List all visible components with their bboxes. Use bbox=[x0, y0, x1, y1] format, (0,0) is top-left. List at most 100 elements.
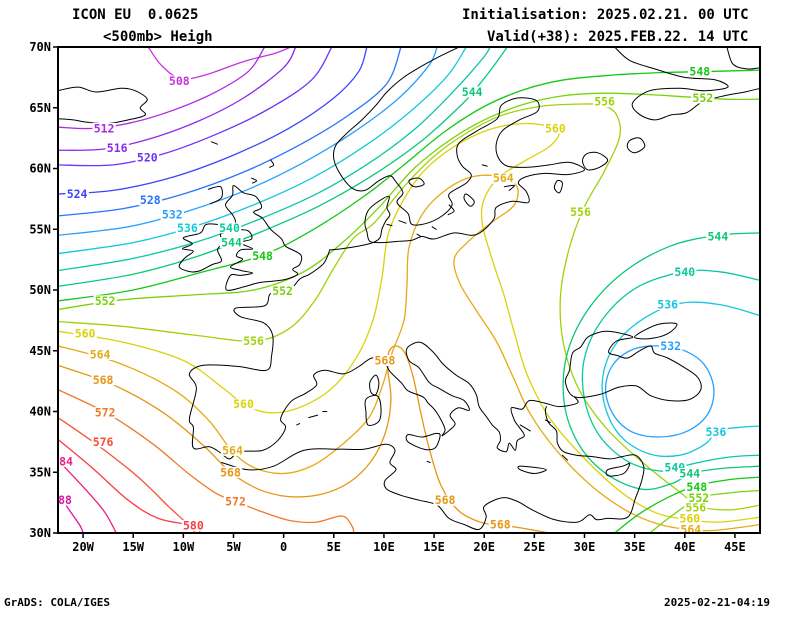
coastline-crete bbox=[517, 465, 547, 475]
contour-label-564: 564 bbox=[222, 443, 243, 457]
contour-label-mask bbox=[219, 237, 244, 249]
contour-label-568: 568 bbox=[490, 518, 511, 532]
contour-label-548: 548 bbox=[252, 249, 273, 263]
contour-line-556 bbox=[58, 103, 760, 511]
contour-label-mask bbox=[568, 206, 593, 218]
contour-label-mask bbox=[217, 222, 242, 234]
contour-label-mask bbox=[167, 75, 191, 87]
contour-label-552: 552 bbox=[692, 91, 713, 105]
x-axis-label: 35E bbox=[624, 540, 646, 554]
contour-label-mask bbox=[270, 285, 295, 297]
contour-label-572: 572 bbox=[225, 494, 246, 508]
contour-label-552: 552 bbox=[95, 294, 116, 308]
coastline-lake-onega bbox=[626, 137, 646, 154]
coastline-corsica bbox=[369, 374, 380, 396]
coastline-sicily bbox=[405, 432, 441, 451]
x-axis-label: 40E bbox=[674, 540, 696, 554]
contour-label-532: 532 bbox=[162, 208, 183, 222]
coastline-great-britain bbox=[224, 185, 303, 291]
contour-label-mask bbox=[181, 520, 206, 532]
axis-layer: 20W 15W 10W 5W 0 5E 10E 15E 20E 25E 30E 35E 40E 45E 70… bbox=[29, 40, 745, 554]
contour-label-540: 540 bbox=[219, 221, 240, 235]
contour-label-588: 88 bbox=[58, 493, 72, 507]
coastline-kola-white-sea bbox=[614, 47, 760, 121]
y-axis-label: 30N bbox=[29, 526, 51, 540]
contour-label-mask bbox=[138, 194, 162, 206]
contour-label-540: 540 bbox=[674, 265, 695, 279]
coastline-orkney bbox=[251, 177, 258, 184]
contour-label-mask bbox=[687, 492, 711, 504]
contour-line-544 bbox=[58, 47, 508, 288]
contour-label-mask bbox=[220, 444, 245, 456]
coastline-rugen bbox=[416, 233, 422, 237]
coastline-layer bbox=[58, 47, 760, 531]
coastline-aland bbox=[481, 164, 488, 167]
coastline-faroe bbox=[210, 141, 218, 145]
contour-label-mask bbox=[679, 523, 703, 533]
contour-line-508 bbox=[147, 47, 291, 80]
contour-label-564: 564 bbox=[493, 171, 514, 185]
coastline-bornholm bbox=[431, 226, 437, 230]
contour-label-mask bbox=[58, 455, 75, 467]
contour-line-568 bbox=[58, 345, 550, 533]
coastline-iceland bbox=[58, 86, 148, 125]
contour-line-512 bbox=[58, 47, 266, 130]
contour-label-mask bbox=[684, 502, 708, 513]
contour-label-564: 564 bbox=[680, 522, 701, 536]
contour-line-564 bbox=[58, 174, 760, 532]
x-axis-label: 15W bbox=[122, 540, 144, 554]
contour-label-528: 528 bbox=[140, 193, 161, 207]
contour-label-556: 556 bbox=[243, 334, 264, 348]
coastline-balearic-mallorca bbox=[308, 414, 319, 419]
contour-line-560 bbox=[58, 122, 760, 523]
coastline-black-sea bbox=[564, 330, 702, 402]
contour-label-mask bbox=[704, 426, 728, 438]
contour-label-mask bbox=[250, 250, 275, 262]
coastline-hebrides bbox=[207, 185, 223, 205]
coastline-sardinia bbox=[364, 394, 382, 426]
coastline-balearic-ibiza bbox=[296, 423, 301, 426]
coastline-sea-of-azov bbox=[634, 322, 678, 340]
contour-label-mask bbox=[91, 374, 115, 386]
contour-label-mask bbox=[88, 348, 112, 360]
contour-label-mask bbox=[543, 122, 568, 134]
contour-line-572 bbox=[58, 389, 355, 533]
x-axis-label: 10W bbox=[173, 540, 195, 554]
contour-label-mask bbox=[659, 340, 683, 352]
contour-label-mask bbox=[92, 122, 116, 134]
contour-label-536: 536 bbox=[657, 298, 678, 312]
contour-line-552 bbox=[58, 92, 760, 311]
contour-label-556: 556 bbox=[594, 95, 615, 109]
y-axis-label: 45N bbox=[29, 344, 51, 358]
y-axis-label: 55N bbox=[29, 222, 51, 236]
coastline-lake-peipus bbox=[553, 179, 563, 194]
contour-label-556: 556 bbox=[685, 501, 706, 515]
contour-label-mask bbox=[105, 142, 129, 154]
contour-label-mask bbox=[688, 65, 712, 77]
contour-label-mask bbox=[592, 96, 617, 108]
x-axis-label: 5W bbox=[226, 540, 241, 554]
contour-line-524 bbox=[58, 47, 368, 195]
contour-label-544: 544 bbox=[708, 230, 729, 244]
contour-label-580: 580 bbox=[183, 519, 204, 533]
contour-label-564: 564 bbox=[90, 347, 111, 361]
coastline-mainland-west-med bbox=[188, 249, 579, 460]
contour-label-532: 532 bbox=[660, 339, 681, 353]
x-axis-label: 20E bbox=[473, 540, 495, 554]
contour-line-548 bbox=[58, 69, 760, 302]
contour-label-mask bbox=[656, 299, 680, 311]
contour-label-mask bbox=[231, 398, 256, 410]
contour-label-mask bbox=[433, 494, 457, 506]
x-axis-label: 45E bbox=[724, 540, 746, 554]
contour-label-560: 560 bbox=[233, 397, 254, 411]
coastline-zealand bbox=[398, 220, 407, 224]
contour-line-528 bbox=[58, 47, 402, 217]
contour-label-544: 544 bbox=[221, 236, 242, 250]
footer-grads-credit: GrADS: COLA/IGES bbox=[4, 596, 110, 609]
contour-label-mask bbox=[58, 494, 74, 506]
contour-label-548: 548 bbox=[689, 64, 710, 78]
contour-line-532 bbox=[604, 345, 715, 438]
coastline-lake-vanern bbox=[408, 177, 425, 188]
